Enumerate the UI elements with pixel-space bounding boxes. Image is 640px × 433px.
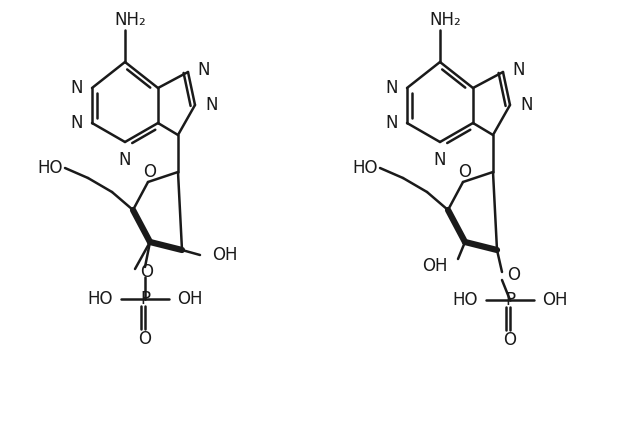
Text: HO: HO — [353, 159, 378, 177]
Text: P: P — [505, 291, 515, 309]
Text: N: N — [385, 114, 398, 132]
Text: O: O — [504, 331, 516, 349]
Text: N: N — [119, 151, 131, 169]
Text: O: O — [507, 266, 520, 284]
Text: O: O — [143, 163, 157, 181]
Text: P: P — [140, 290, 150, 308]
Text: N: N — [385, 79, 398, 97]
Text: N: N — [205, 96, 218, 114]
Text: OH: OH — [422, 257, 448, 275]
Text: N: N — [70, 114, 83, 132]
Text: HO: HO — [88, 290, 113, 308]
Text: N: N — [70, 79, 83, 97]
Text: N: N — [520, 96, 532, 114]
Text: O: O — [138, 330, 152, 348]
Text: HO: HO — [38, 159, 63, 177]
Text: O: O — [458, 163, 472, 181]
Text: OH: OH — [542, 291, 568, 309]
Text: NH₂: NH₂ — [114, 11, 146, 29]
Text: HO: HO — [452, 291, 478, 309]
Text: OH: OH — [177, 290, 202, 308]
Text: N: N — [197, 61, 209, 79]
Text: O: O — [141, 263, 154, 281]
Text: NH₂: NH₂ — [429, 11, 461, 29]
Text: N: N — [512, 61, 525, 79]
Text: N: N — [434, 151, 446, 169]
Text: OH: OH — [212, 246, 237, 264]
